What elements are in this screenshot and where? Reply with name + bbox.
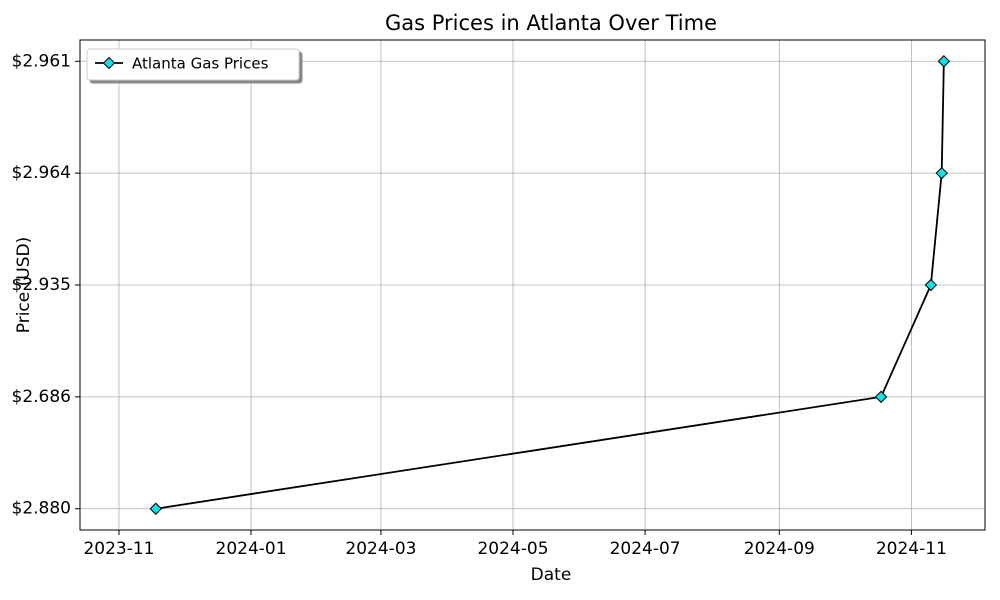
x-tick-label: 2024-07 (610, 539, 681, 559)
y-tick-label: $2.880 (12, 499, 71, 519)
data-point (937, 55, 951, 68)
y-axis-label: Price (USD) (14, 237, 34, 333)
y-tick-label: $2.964 (12, 163, 71, 183)
x-tick-label: 2024-09 (744, 539, 815, 559)
legend: Atlanta Gas Prices (86, 48, 300, 81)
x-axis-label: Date (531, 565, 572, 585)
chart-title: Gas Prices in Atlanta Over Time (385, 11, 717, 35)
plot-frame (79, 39, 986, 531)
x-tick-label: 2024-05 (477, 539, 548, 559)
legend-marker (102, 56, 116, 70)
data-point (149, 502, 162, 515)
x-tick-label: 2024-11 (876, 539, 947, 559)
y-tick-label: $2.935 (12, 275, 71, 295)
data-point (874, 390, 888, 404)
y-tick-label: $2.961 (12, 51, 71, 71)
x-tick-label: 2023-11 (83, 539, 154, 559)
data-point (924, 278, 938, 292)
y-tick-label: $2.686 (12, 387, 71, 407)
data-point (935, 166, 948, 180)
x-tick-label: 2024-03 (345, 539, 416, 559)
legend-box (86, 48, 300, 81)
legend-label: Atlanta Gas Prices (132, 55, 269, 73)
x-tick-label: 2024-01 (216, 539, 287, 559)
